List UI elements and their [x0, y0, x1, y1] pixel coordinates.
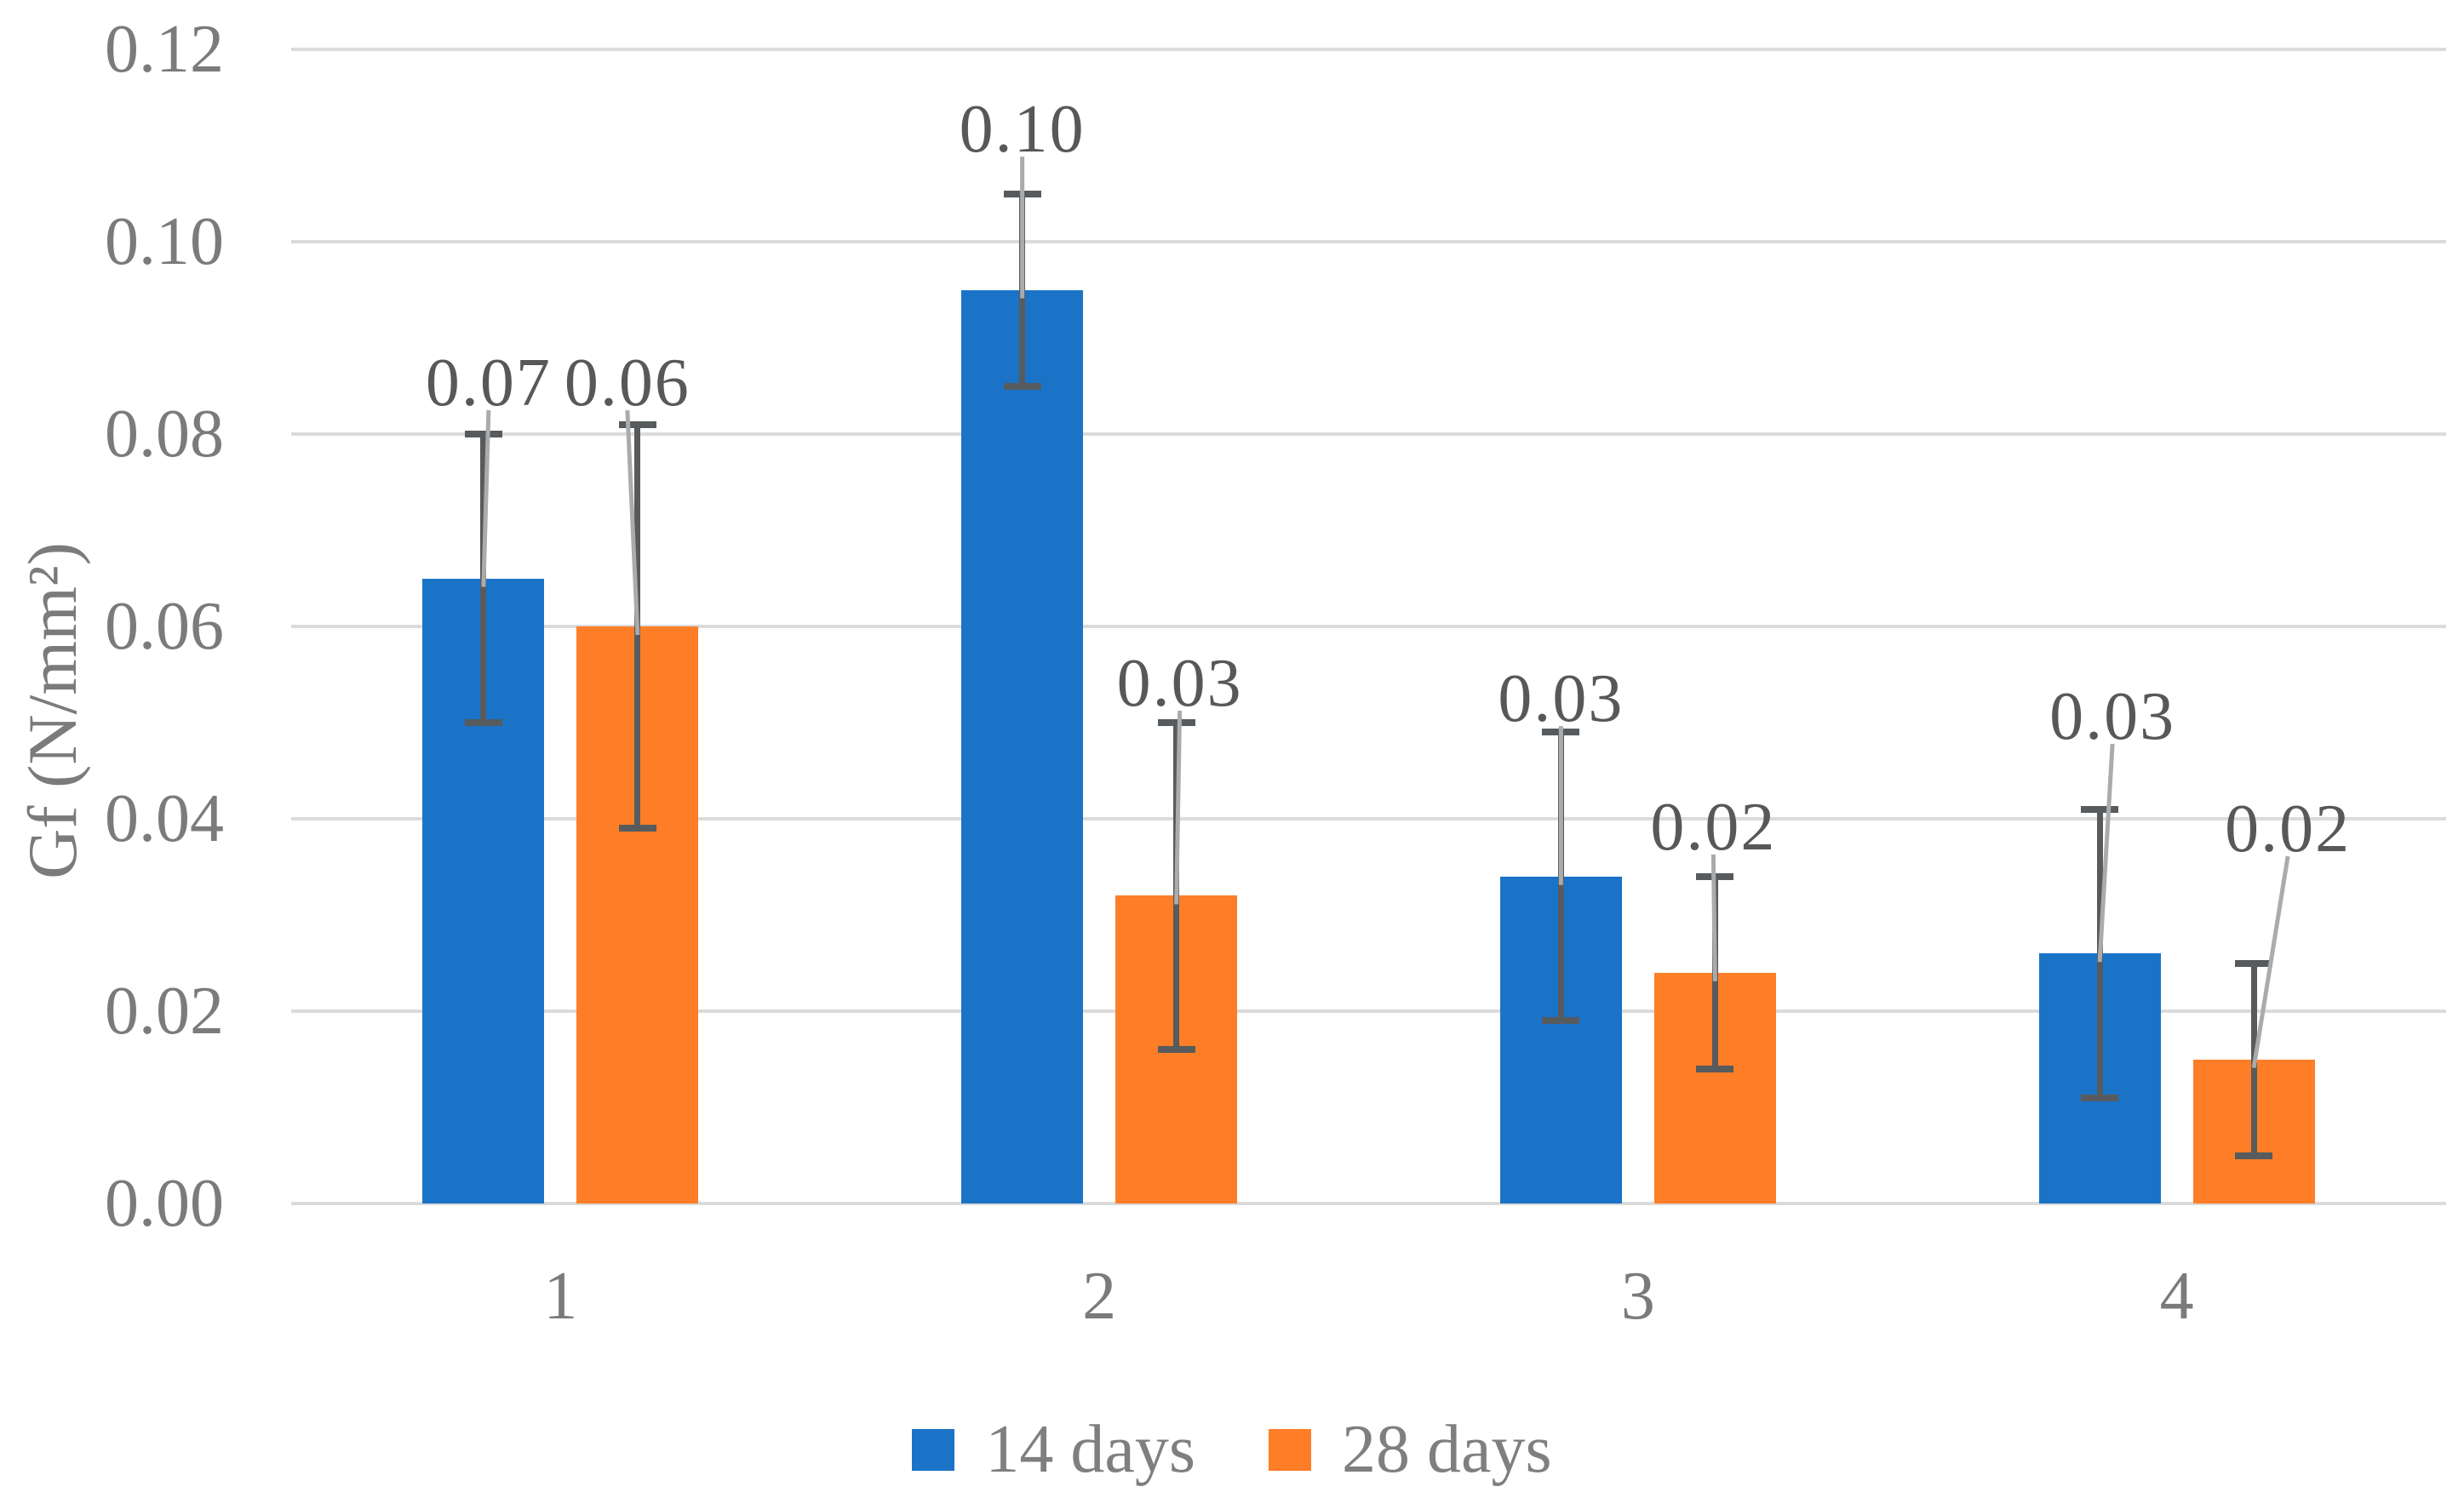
data-label-28days-cat3: 0.02: [1650, 790, 1777, 865]
gridline-0.02: [291, 1009, 2446, 1013]
data-label-28days-cat2: 0.03: [1116, 646, 1243, 721]
y-tick-label-0.06: 0.06: [105, 589, 224, 664]
gridline-0.08: [291, 432, 2446, 436]
legend-item-14-days: 14 days: [912, 1411, 1195, 1488]
y-tick-label-0.02: 0.02: [105, 974, 224, 1049]
x-category-label-4: 4: [2159, 1259, 2194, 1334]
error-cap-bottom-14days-cat3: [1542, 1017, 1580, 1025]
y-tick-label-0.12: 0.12: [105, 12, 224, 87]
bar-14days-cat2: [961, 289, 1084, 1204]
leader-line-28days-cat2: [1174, 710, 1183, 905]
legend-label-28-days: 28 days: [1342, 1412, 1552, 1487]
data-label-14days-cat1: 0.07: [425, 346, 552, 420]
data-label-28days-cat4: 0.02: [2225, 792, 2352, 866]
x-category-label-3: 3: [1620, 1259, 1655, 1334]
leader-line-28days-cat3: [1710, 854, 1717, 981]
leader-line-28days-cat1: [625, 409, 640, 636]
error-cap-bottom-14days-cat4: [2081, 1094, 2119, 1101]
x-category-label-2: 2: [1082, 1259, 1117, 1334]
error-cap-top-28days-cat1: [618, 420, 656, 428]
gridline-0.06: [291, 625, 2446, 628]
y-tick-label-0.00: 0.00: [105, 1166, 224, 1241]
data-label-14days-cat3: 0.03: [1498, 661, 1625, 736]
legend-label-14-days: 14 days: [985, 1412, 1195, 1487]
legend-item-28-days: 28 days: [1269, 1411, 1552, 1488]
gridline-0.12: [291, 48, 2446, 51]
gridline-0.10: [291, 240, 2446, 243]
data-label-14days-cat4: 0.03: [2049, 679, 2176, 754]
x-category-label-1: 1: [543, 1259, 578, 1334]
y-tick-label-0.04: 0.04: [105, 781, 224, 856]
legend: 14 days 28 days: [0, 1409, 2464, 1490]
gridline-0.00: [291, 1202, 2446, 1205]
y-tick-label-0.10: 0.10: [105, 204, 224, 279]
error-cap-top-14days-cat4: [2081, 805, 2119, 813]
error-cap-bottom-28days-cat3: [1696, 1065, 1734, 1072]
legend-swatch-14-days: [912, 1428, 955, 1471]
error-cap-top-14days-cat1: [464, 431, 502, 437]
error-cap-bottom-14days-cat2: [1003, 382, 1041, 390]
data-label-28days-cat1: 0.06: [564, 346, 690, 420]
gridline-0.04: [291, 817, 2446, 820]
legend-swatch-28-days: [1269, 1428, 1311, 1471]
error-cap-top-28days-cat4: [2235, 959, 2273, 967]
leader-line-14days-cat4: [2097, 743, 2115, 963]
data-label-14days-cat2: 0.10: [959, 92, 1086, 167]
error-cap-bottom-28days-cat1: [618, 825, 656, 832]
leader-line-14days-cat1: [481, 409, 491, 587]
error-cap-bottom-28days-cat4: [2235, 1152, 2273, 1159]
error-cap-bottom-14days-cat1: [464, 719, 502, 726]
error-cap-top-28days-cat2: [1157, 719, 1195, 726]
leader-line-28days-cat4: [2251, 855, 2290, 1068]
error-cap-bottom-28days-cat2: [1157, 1046, 1195, 1054]
y-tick-label-0.08: 0.08: [105, 397, 224, 472]
